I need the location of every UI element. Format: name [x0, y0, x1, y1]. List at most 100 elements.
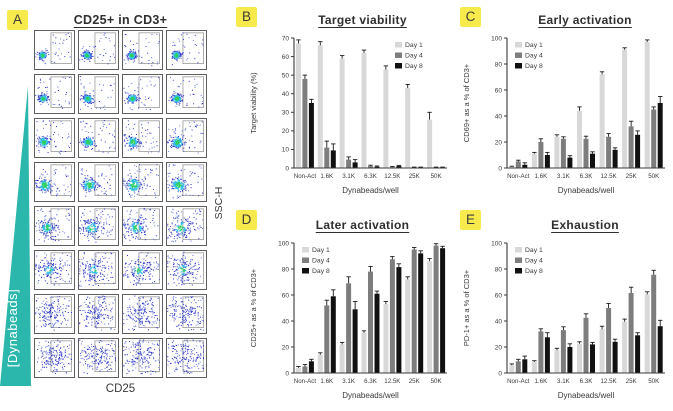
flow-plot-r2c2 [122, 118, 163, 158]
flow-plot-r0c0 [34, 30, 75, 70]
svg-text:Dynabeads/well: Dynabeads/well [342, 391, 399, 400]
svg-text:Day 4: Day 4 [525, 53, 543, 60]
flow-plot-r3c1 [78, 162, 119, 202]
svg-text:50K: 50K [431, 173, 443, 180]
flow-plot-r3c0 [34, 162, 75, 202]
dynabeads-gradient-label: [Dynabeads] [5, 288, 20, 368]
svg-text:Target viability (%): Target viability (%) [249, 72, 258, 134]
svg-text:25K: 25K [626, 378, 638, 385]
svg-text:20: 20 [495, 139, 503, 146]
flow-plot-r5c0 [34, 250, 75, 290]
svg-text:40: 40 [282, 91, 290, 98]
svg-text:20: 20 [282, 344, 290, 351]
flow-plot-r0c3 [166, 30, 207, 70]
svg-text:40: 40 [495, 113, 503, 120]
svg-text:1.6K: 1.6K [320, 378, 334, 385]
flow-plot-r7c3 [166, 338, 207, 378]
panel-d-title: Later activation [315, 217, 410, 232]
flow-plot-r7c2 [122, 338, 163, 378]
svg-text:10: 10 [282, 147, 290, 154]
flow-plot-r1c0 [34, 74, 75, 114]
svg-text:50: 50 [282, 72, 290, 79]
svg-text:12.5K: 12.5K [384, 378, 401, 385]
flow-plot-r3c2 [122, 162, 163, 202]
svg-text:60: 60 [282, 54, 290, 61]
svg-text:12.5K: 12.5K [600, 378, 617, 385]
svg-text:40: 40 [495, 318, 503, 325]
flow-plot-r3c3 [166, 162, 207, 202]
svg-text:Day 8: Day 8 [525, 63, 543, 70]
svg-text:60: 60 [282, 292, 290, 299]
svg-text:12.5K: 12.5K [600, 173, 617, 180]
svg-text:70: 70 [282, 35, 290, 42]
svg-text:20: 20 [282, 128, 290, 135]
svg-text:100: 100 [278, 240, 289, 247]
svg-text:Day 4: Day 4 [312, 258, 330, 265]
svg-text:Non-Act: Non-Act [507, 378, 530, 385]
dynabeads-gradient-triangle [0, 86, 31, 386]
svg-text:1.6K: 1.6K [534, 173, 548, 180]
panel-a: A CD25+ in CD3+ SSC-H CD25 [Dynabeads] [0, 0, 228, 411]
flow-plot-r2c3 [166, 118, 207, 158]
svg-text:80: 80 [282, 266, 290, 273]
flow-plot-r1c1 [78, 74, 119, 114]
svg-text:1.6K: 1.6K [320, 173, 334, 180]
svg-text:50K: 50K [431, 378, 443, 385]
flow-plot-r4c3 [166, 206, 207, 246]
svg-text:Day 8: Day 8 [405, 63, 423, 70]
svg-text:25K: 25K [626, 173, 638, 180]
svg-text:6.3K: 6.3K [580, 378, 594, 385]
svg-text:6.3K: 6.3K [364, 173, 378, 180]
panel-d: D Later activation 0 20 40 60 80 100 Non-Act 1.… [228, 205, 455, 411]
svg-text:Day 8: Day 8 [312, 268, 330, 275]
svg-text:Non-Act: Non-Act [294, 378, 317, 385]
flow-plot-r6c1 [78, 294, 119, 334]
svg-text:Dynabeads/well: Dynabeads/well [342, 186, 399, 195]
panel-b: B Target viability 0 10 20 30 40 50 60 70 Non-Ac… [228, 0, 455, 205]
svg-text:Day 1: Day 1 [405, 42, 423, 49]
panel-e-title: Exhaustion [551, 217, 619, 232]
flow-plot-r0c2 [122, 30, 163, 70]
svg-text:3.1K: 3.1K [557, 173, 571, 180]
flow-plot-r4c0 [34, 206, 75, 246]
svg-text:3.1K: 3.1K [342, 173, 356, 180]
svg-text:Day 8: Day 8 [525, 268, 543, 275]
svg-text:30: 30 [282, 110, 290, 117]
svg-text:60: 60 [495, 87, 503, 94]
chart-later-activation: 0 20 40 60 80 100 Non-Act 1.6K 3.1K 6.3K 12.5K 25K 5… [228, 205, 455, 411]
chart-svg-D: 0 20 40 60 80 100 Non-Act 1.6K 3.1K 6.3K 12.5K 25K 5… [249, 240, 447, 400]
flow-plot-r1c2 [122, 74, 163, 114]
flow-plot-r7c0 [34, 338, 75, 378]
svg-text:40: 40 [282, 318, 290, 325]
svg-text:3.1K: 3.1K [557, 378, 571, 385]
svg-text:0: 0 [285, 370, 289, 377]
svg-text:Non-Act: Non-Act [507, 173, 530, 180]
panel-c-label: C [460, 7, 481, 27]
svg-text:Non-Act: Non-Act [294, 173, 317, 180]
panel-c-title: Early activation [538, 12, 632, 27]
panel-c: C Early activation 0 20 40 60 80 100 Non-Act 1.… [455, 0, 673, 205]
chart-exhaustion: 0 20 40 60 80 100 Non-Act 1.6K 3.1K 6.3K 12.5K 25K 5… [455, 205, 673, 411]
flow-plot-r5c1 [78, 250, 119, 290]
svg-text:20: 20 [495, 344, 503, 351]
svg-text:CD69+ as a % of CD3+: CD69+ as a % of CD3+ [462, 63, 471, 142]
flow-plot-r4c2 [122, 206, 163, 246]
chart-target-viability: 0 10 20 30 40 50 60 70 Non-Act 1.6K 3.1K 6.3K 12.5K 2… [228, 0, 455, 205]
svg-text:80: 80 [495, 61, 503, 68]
svg-text:PD-1+ as a % of CD3+: PD-1+ as a % of CD3+ [462, 269, 471, 346]
svg-text:3.1K: 3.1K [342, 378, 356, 385]
svg-text:50K: 50K [648, 173, 660, 180]
flow-plot-r5c3 [166, 250, 207, 290]
svg-text:0: 0 [498, 165, 502, 172]
svg-text:0: 0 [285, 165, 289, 172]
flow-plot-r6c0 [34, 294, 75, 334]
svg-text:Dynabeads/well: Dynabeads/well [558, 391, 615, 400]
svg-text:Day 4: Day 4 [405, 53, 423, 60]
svg-text:Day 1: Day 1 [525, 42, 543, 49]
chart-early-activation: 0 20 40 60 80 100 Non-Act 1.6K 3.1K 6.3K 12.5K 25K 5… [455, 0, 673, 205]
svg-text:80: 80 [495, 266, 503, 273]
svg-text:25K: 25K [409, 378, 421, 385]
flow-plot-r4c1 [78, 206, 119, 246]
svg-text:60: 60 [495, 292, 503, 299]
